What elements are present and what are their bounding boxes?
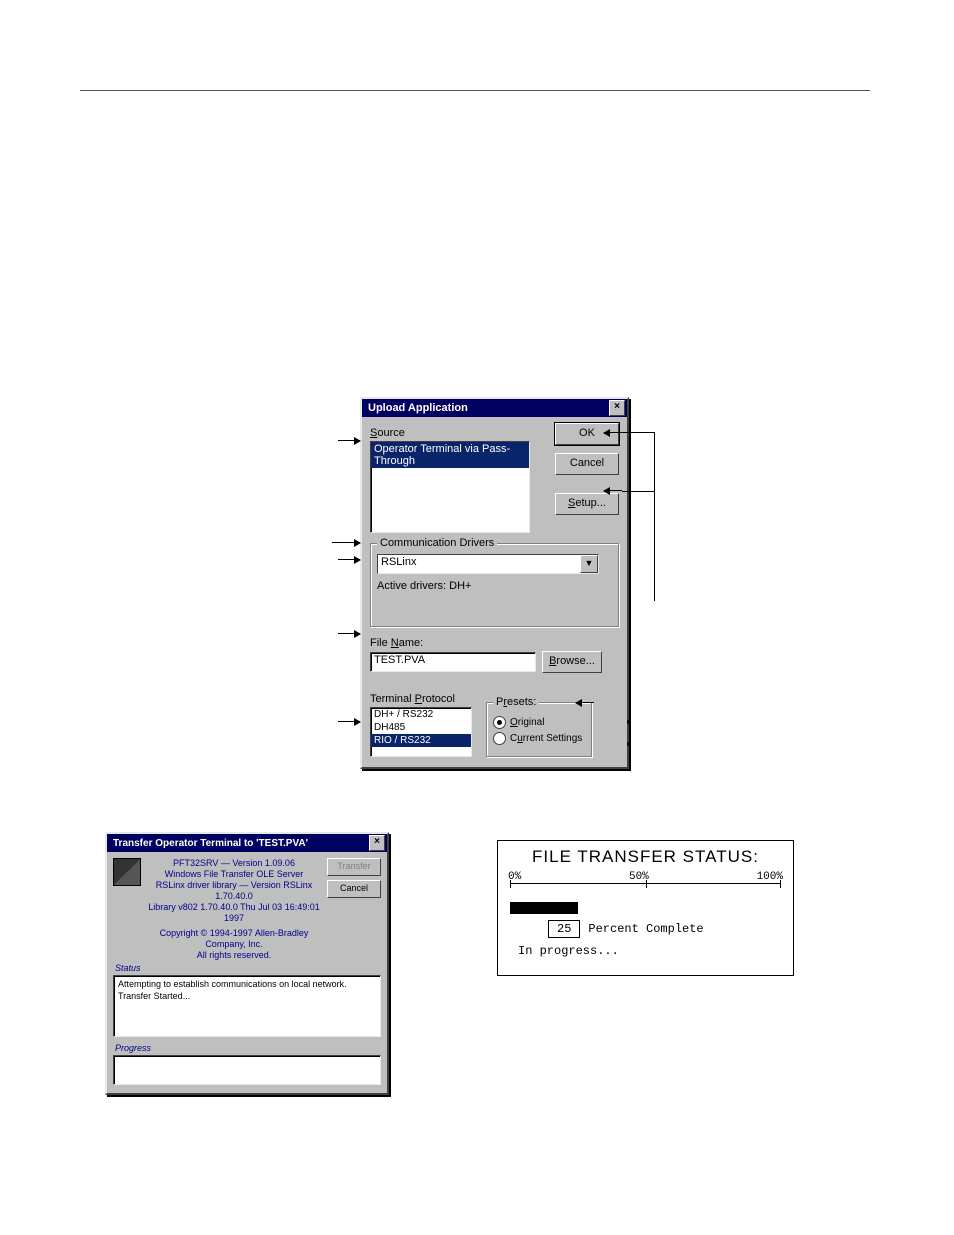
active-drivers-text: Active drivers: DH+ — [377, 580, 612, 592]
drivers-combo[interactable]: RSLinx ▼ — [377, 554, 599, 574]
progress-fill — [510, 902, 578, 914]
radio-label: Current Settings — [510, 733, 582, 744]
close-icon[interactable]: × — [369, 835, 385, 851]
pointer-arrow-icon — [332, 542, 360, 543]
transfer-button: Transfer — [327, 858, 381, 876]
progress-section-label: Progress — [115, 1043, 387, 1053]
file-name-input[interactable]: TEST.PVA — [370, 652, 536, 672]
cancel-button[interactable]: Cancel — [555, 453, 619, 475]
pointer-arrow-icon — [338, 633, 360, 634]
status-textarea: Attempting to establish communications o… — [113, 975, 381, 1037]
status-message: In progress... — [518, 944, 783, 958]
list-item[interactable]: RIO / RS232 — [371, 734, 471, 747]
comm-drivers-legend: Communication Drivers — [377, 537, 497, 549]
browse-button[interactable]: Browse... — [542, 651, 602, 673]
dialog-title: Upload Application — [368, 402, 468, 414]
upload-application-dialog: Upload Application × Source Operator Ter… — [360, 397, 629, 769]
pointer-arrow-icon — [576, 702, 594, 703]
source-listbox[interactable]: Operator Terminal via Pass-Through — [370, 441, 530, 533]
terminal-protocol-listbox[interactable]: DH+ / RS232 DH485 RIO / RS232 — [370, 707, 472, 757]
comm-drivers-group: Communication Drivers RSLinx ▼ Active dr… — [370, 543, 619, 627]
bracket-line — [622, 432, 655, 492]
panel-title: FILE TRANSFER STATUS: — [508, 847, 783, 867]
transfer-info-text: PFT32SRV — Version 1.09.06 Windows File … — [147, 858, 321, 961]
cancel-button[interactable]: Cancel — [327, 880, 381, 898]
pointer-arrow-icon — [338, 721, 360, 722]
radio-icon — [493, 732, 506, 745]
terminal-protocol-label: Terminal Protocol — [370, 693, 472, 705]
titlebar[interactable]: Transfer Operator Terminal to 'TEST.PVA'… — [107, 834, 387, 852]
header-rule — [80, 90, 870, 91]
logo-icon — [113, 858, 141, 886]
status-section-label: Status — [115, 963, 387, 973]
preset-current-radio[interactable]: Current Settings — [493, 732, 585, 745]
percent-label: Percent Complete — [588, 922, 703, 936]
file-name-label: File Name: — [370, 637, 619, 649]
connector-line — [654, 461, 655, 601]
list-item[interactable]: DH+ / RS232 — [371, 708, 471, 721]
presets-group: Presets: Original Current Settings — [486, 702, 592, 757]
transfer-status-dialog: Transfer Operator Terminal to 'TEST.PVA'… — [105, 832, 389, 1095]
progress-bar — [113, 1055, 381, 1085]
pointer-arrow-icon — [604, 490, 622, 491]
percent-value: 25 — [548, 920, 580, 938]
setup-button[interactable]: Setup... — [555, 493, 619, 515]
pointer-arrow-icon — [338, 440, 360, 441]
pointer-arrow-icon — [338, 559, 360, 560]
list-item[interactable]: Operator Terminal via Pass-Through — [371, 442, 529, 468]
radio-label: Original — [510, 717, 544, 728]
titlebar[interactable]: Upload Application × — [362, 399, 627, 417]
bullet-icon — [627, 720, 631, 724]
close-icon[interactable]: × — [609, 400, 625, 416]
source-label: Source — [370, 427, 530, 439]
drivers-combo-value: RSLinx — [378, 555, 580, 573]
list-item[interactable]: DH485 — [371, 721, 471, 734]
chevron-down-icon[interactable]: ▼ — [580, 555, 598, 573]
dialog-title: Transfer Operator Terminal to 'TEST.PVA' — [113, 838, 308, 849]
presets-legend: Presets: — [493, 696, 539, 708]
pointer-arrow-icon — [604, 432, 622, 433]
bullet-icon — [627, 742, 631, 746]
file-transfer-status-panel: FILE TRANSFER STATUS: 0% 50% 100% 25 Per… — [497, 840, 794, 976]
progress-track — [510, 902, 781, 914]
scale-axis — [510, 883, 781, 896]
radio-icon — [493, 716, 506, 729]
preset-original-radio[interactable]: Original — [493, 716, 585, 729]
